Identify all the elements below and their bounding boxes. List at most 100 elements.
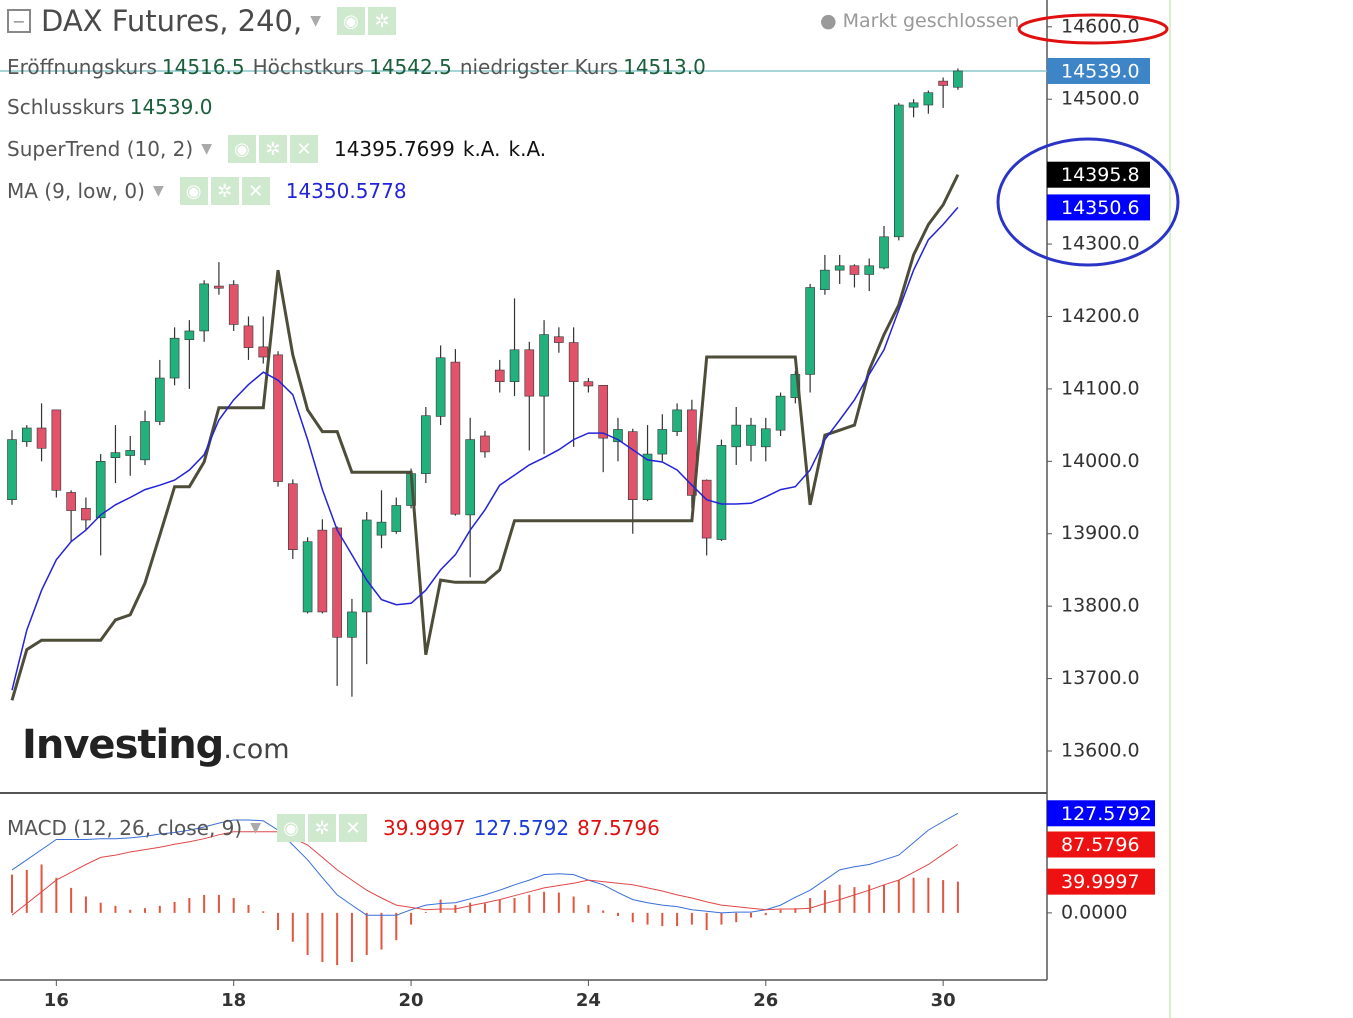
histogram-bar (40, 864, 43, 913)
candle-body (908, 102, 919, 108)
caret[interactable]: ▼ (152, 183, 164, 199)
candle-body (953, 70, 963, 88)
candle-body (879, 236, 889, 269)
candle-body (317, 529, 328, 613)
x-tick-label: 18 (221, 990, 246, 1011)
histogram-bar (55, 877, 58, 913)
candle-body (450, 361, 461, 515)
price-badge (1047, 57, 1150, 84)
candle-body (790, 374, 801, 398)
candle-body (893, 104, 904, 238)
candle-body (332, 527, 342, 638)
title-row: − DAX Futures, 240, ▼ ◉ ✲ (7, 4, 399, 38)
y-tick-label: 13600.0 (1061, 739, 1140, 761)
legend-label: Eröffnungskurs (7, 55, 157, 79)
histogram-bar (129, 909, 132, 913)
macd-line (11, 831, 959, 916)
histogram-bar (572, 896, 575, 913)
histogram-bar (676, 912, 679, 927)
candle-body (775, 395, 786, 431)
candle-body (391, 505, 402, 532)
price-badge-label: 127.5792 (1061, 803, 1152, 825)
candle-body (583, 381, 594, 387)
price-badge-label: 87.5796 (1061, 834, 1140, 856)
histogram-bar (11, 874, 13, 913)
histogram-bar (25, 869, 28, 913)
histogram-bar (424, 912, 427, 913)
close-row: Schlusskurs 14539.0 (7, 95, 220, 119)
histogram-bar (690, 912, 693, 925)
histogram-bar (321, 912, 324, 963)
candle-body (125, 450, 136, 456)
y-tick-label: 13900.0 (1061, 522, 1140, 544)
eye-button[interactable]: ◉ (337, 7, 365, 35)
candle-body (21, 427, 32, 443)
supertrend-row: SuperTrend (10, 2) ▼ ◉ ✲ ✕ 14395.7699 k.A.… (7, 135, 554, 163)
price-badge-label: 14350.6 (1061, 197, 1140, 219)
histogram-bar (528, 894, 531, 913)
histogram-bar (543, 891, 546, 913)
x-tick-label: 30 (931, 990, 956, 1011)
histogram-bar (439, 899, 442, 913)
caret[interactable]: ▼ (310, 13, 321, 29)
candle-body (524, 349, 535, 397)
indicator-value: k.A. (508, 137, 547, 161)
price-badge (1047, 831, 1155, 858)
eye-button[interactable]: ◉ (227, 135, 256, 163)
candle-body (849, 265, 860, 275)
macd-row: MACD (12, 26, close, 9) ▼ ◉ ✲ ✕ 39.9997 12… (7, 814, 668, 842)
legend-value: 14542.5 (369, 55, 452, 79)
close-button[interactable]: ✕ (241, 177, 270, 205)
caret[interactable]: ▼ (201, 141, 212, 157)
candle-body (376, 521, 387, 536)
collapse-button[interactable]: − (7, 9, 31, 33)
histogram-bar (365, 912, 368, 956)
histogram-bar (912, 877, 915, 913)
gear-button[interactable]: ✲ (210, 177, 239, 205)
candle-body (554, 336, 564, 343)
y-tick-label: 14300.0 (1061, 233, 1140, 255)
histogram-bar (897, 880, 900, 913)
price-badge (1047, 800, 1155, 827)
indicator-value: 14350.5778 (285, 179, 407, 203)
candle-body (820, 269, 830, 290)
indicator-value: 87.5796 (577, 816, 660, 840)
legend-value: 14539.0 (129, 95, 213, 119)
close-button[interactable]: ✕ (338, 814, 367, 842)
eye-button[interactable]: ◉ (179, 177, 208, 205)
indicator-name: MACD (12, 26, close, 9) (7, 816, 243, 840)
candle-body (598, 384, 609, 439)
gear-button[interactable]: ✲ (368, 7, 396, 35)
gear-button[interactable]: ✲ (307, 814, 336, 842)
candle-body (657, 429, 668, 455)
y-tick-label: 14100.0 (1061, 377, 1140, 399)
x-tick-label: 16 (44, 990, 69, 1011)
histogram-bar (336, 912, 339, 966)
candle-body (51, 409, 62, 491)
indicator-name: MA (9, low, 0) (7, 179, 145, 203)
x-tick-label: 20 (399, 990, 424, 1011)
histogram-bar (188, 898, 191, 913)
close-button[interactable]: ✕ (289, 135, 318, 163)
candle-body (923, 92, 934, 106)
candle-body (613, 429, 623, 443)
candle-body (938, 80, 948, 86)
histogram-bar (114, 905, 117, 913)
histogram-bar (794, 908, 797, 913)
histogram-bar (395, 912, 398, 941)
gear-button[interactable]: ✲ (258, 135, 287, 163)
eye-button[interactable]: ◉ (276, 814, 305, 842)
candle-body (273, 354, 283, 482)
histogram-bar (277, 912, 280, 931)
candle-body (81, 508, 91, 521)
candle-body (347, 611, 357, 638)
caret[interactable]: ▼ (250, 820, 261, 836)
histogram-bar (868, 884, 871, 913)
histogram-bar (602, 910, 605, 913)
histogram-bar (631, 912, 634, 923)
candle-body (465, 439, 475, 516)
histogram-bar (469, 902, 472, 913)
histogram-bar (705, 912, 708, 931)
candle-body (568, 342, 579, 382)
histogram-bar (750, 912, 752, 918)
